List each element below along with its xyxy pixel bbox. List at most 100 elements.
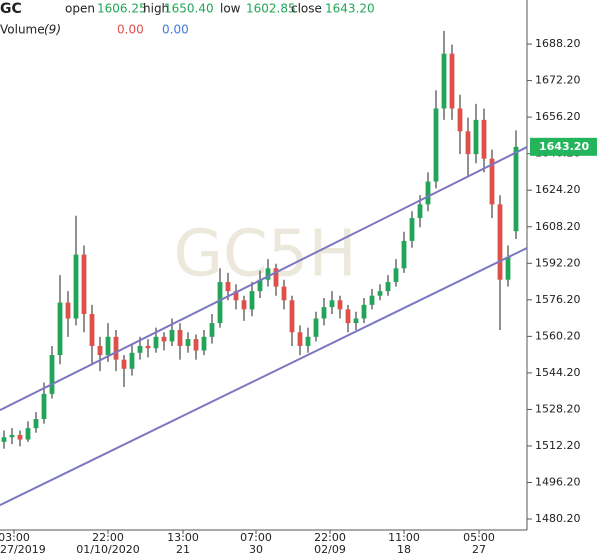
candle-body [33,419,39,429]
candle-body [409,218,415,241]
candle-body [185,339,191,346]
candle-body [225,282,231,292]
candle-body [257,279,263,292]
candle-body [417,204,423,219]
candle-body [89,313,95,346]
volume-value: 0.00 [117,23,144,37]
legend-key: low [220,2,241,16]
x-tick-label: 07:00 [240,531,272,544]
candle-body [449,53,455,109]
legend-key: high [143,2,169,16]
x-tick-label: 13:00 [167,531,199,544]
candle-body [153,336,159,349]
candle-body [17,435,23,440]
x-tick-label: 03:00 [0,531,30,544]
candle-body [265,268,271,280]
candle-body [57,302,63,356]
candle-body [25,428,31,440]
x-tick-sublabel: 12/27/2019 [0,543,46,556]
candle-body [273,268,279,287]
candle-body [369,295,375,305]
candle-body [193,339,199,351]
candle-body [249,291,255,310]
candle-body [321,307,327,319]
candle-body [441,53,447,109]
y-tick-label: 1496.20 [535,476,581,489]
candle-body [481,119,487,159]
y-tick-label: 1608.20 [535,220,581,233]
y-tick-label: 1544.20 [535,366,581,379]
x-tick-label: 05:00 [463,531,495,544]
y-tick-label: 1512.20 [535,439,581,452]
x-tick-sublabel: 21 [176,543,190,556]
candle-body [313,318,319,337]
volume-period: (9) [44,23,61,37]
y-tick-label: 1592.20 [535,256,581,269]
candle-body [105,336,111,356]
candle-body [377,291,383,296]
candle-body [361,304,367,319]
candle-body [393,268,399,283]
candle-body [385,282,391,292]
x-tick-sublabel: 18 [397,543,411,556]
candle-body [297,332,303,346]
x-tick-sublabel: 01/10/2020 [76,543,139,556]
trend-line [0,247,528,507]
candle-body [145,345,151,349]
candle-body [345,309,351,324]
candle-body [433,108,439,182]
legend-value: 1643.20 [325,2,375,16]
candle-body [305,336,311,346]
candle-body [425,181,431,205]
candle-body [489,158,495,205]
candle-body [337,300,343,310]
candle-body [329,300,335,308]
y-tick-label: 1576.20 [535,293,581,306]
x-tick-sublabel: 30 [249,543,263,556]
volume-label: Volume [0,23,45,37]
legend-value: 1606.25 [97,2,147,16]
candle-body [121,359,127,369]
trend-line [0,146,528,412]
candle-body [473,119,479,155]
x-tick-sublabel: 02/09 [314,543,346,556]
x-tick-label: 22:00 [314,531,346,544]
y-tick-label: 1624.20 [535,183,581,196]
candle-body [281,286,287,301]
candle-body [465,131,471,155]
legend-value: 1650.40 [164,2,214,16]
candle-body [49,355,55,394]
candle-body [97,345,103,356]
y-tick-label: 1672.20 [535,74,581,87]
candle-body [353,318,359,324]
candle-body [505,256,511,280]
candle-body [113,336,119,360]
volume-value: 0.00 [162,23,189,37]
x-tick-label: 11:00 [388,531,420,544]
y-tick-label: 1480.20 [535,512,581,525]
candle-body [497,204,503,280]
candle-body [241,300,247,310]
candle-body [9,435,15,438]
candle-body [289,300,295,333]
symbol: GC [0,1,22,17]
candle-body [401,240,407,269]
x-tick-label: 22:00 [92,531,124,544]
candle-body [233,291,239,301]
last-price-label: 1643.20 [539,140,589,153]
candle-body [129,352,135,369]
candle-body [41,393,47,420]
candle-body [217,282,223,324]
legend-key: close [291,2,322,16]
candle-body [137,345,143,353]
candle-body [1,437,7,442]
candle-body [169,329,175,342]
y-tick-label: 1560.20 [535,329,581,342]
candle-body [81,254,87,314]
candle-body [65,302,71,319]
candle-body [209,323,215,337]
watermark: GC5H [173,218,356,292]
candle-body [161,336,167,342]
legend-value: 1602.85 [246,2,296,16]
